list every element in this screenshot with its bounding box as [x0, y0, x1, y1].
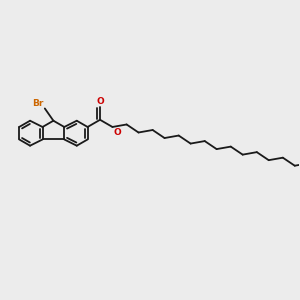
Text: O: O [114, 128, 122, 137]
Text: O: O [97, 98, 104, 106]
Text: Br: Br [32, 99, 44, 108]
